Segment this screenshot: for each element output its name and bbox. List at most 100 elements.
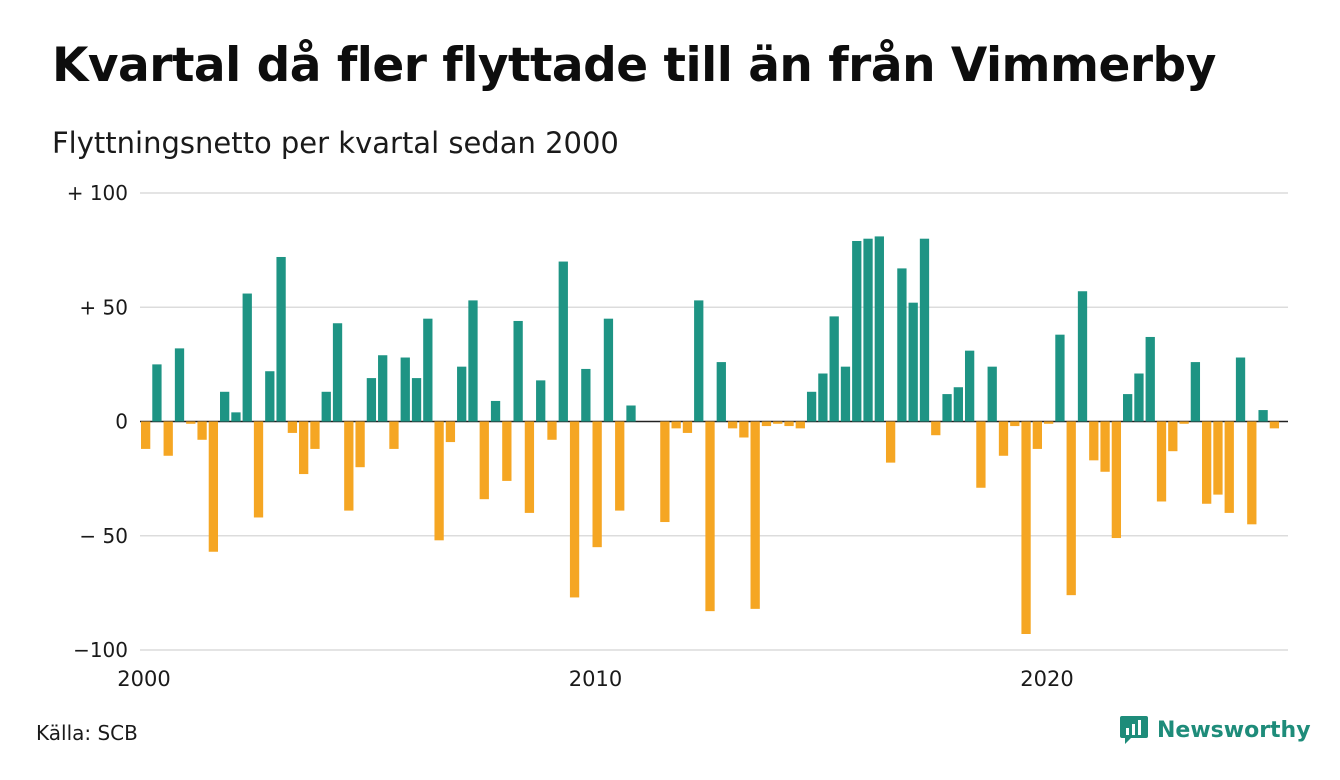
data-bar (615, 421, 625, 511)
data-bar (1145, 336, 1155, 422)
data-bar (840, 366, 851, 422)
data-bar (874, 236, 884, 422)
x-tick-label: 2000 (117, 667, 170, 691)
data-bar (299, 421, 309, 475)
data-bar (998, 421, 1009, 456)
data-bar (885, 421, 896, 463)
data-bar (186, 421, 196, 424)
data-bar (321, 391, 331, 422)
data-bar (400, 357, 410, 422)
data-bar (581, 368, 591, 422)
data-bar (524, 421, 535, 513)
data-bar (953, 387, 963, 422)
y-tick-label: + 100 (67, 181, 128, 205)
data-bar (445, 421, 456, 443)
data-bar (1066, 421, 1076, 596)
data-bar (716, 362, 726, 422)
data-bar (479, 421, 489, 500)
data-bar (660, 421, 670, 523)
data-bar (1055, 334, 1065, 422)
data-bar (694, 300, 704, 422)
x-tick-label: 2010 (569, 667, 622, 691)
data-bar (197, 421, 207, 440)
data-bar (242, 293, 252, 422)
data-bar (964, 350, 975, 422)
data-bar (174, 348, 185, 422)
data-bar (547, 421, 557, 440)
data-bar (908, 302, 918, 422)
data-bar (1213, 421, 1223, 495)
data-bar (220, 391, 230, 422)
data-bar (1247, 421, 1257, 525)
data-bar (829, 316, 839, 422)
data-bar (1235, 357, 1246, 422)
data-bar (761, 421, 772, 427)
data-bar (1123, 394, 1133, 422)
data-bar (739, 421, 749, 438)
newsworthy-logo-icon (1120, 716, 1148, 744)
data-bar (897, 268, 907, 422)
data-bar (231, 412, 241, 422)
data-bar (976, 421, 986, 488)
data-bar (592, 421, 602, 548)
data-bar (411, 378, 422, 422)
y-tick-label: −100 (73, 638, 128, 662)
data-bar (253, 421, 264, 518)
data-bar (1100, 421, 1110, 472)
data-bar (863, 238, 873, 422)
data-bar (332, 323, 343, 422)
bar-chart: + 100 + 50 0 − 50 −100 2000 2010 2020 (67, 181, 1288, 691)
data-bar (1179, 421, 1189, 424)
data-bar (1224, 421, 1234, 513)
data-bar (378, 355, 388, 422)
y-tick-label: + 50 (79, 295, 128, 319)
data-bar (208, 421, 219, 552)
data-bar (163, 421, 173, 456)
data-bar (1258, 410, 1268, 422)
data-bar (569, 421, 580, 598)
axis-labels: + 100 + 50 0 − 50 −100 2000 2010 2020 (67, 181, 1074, 691)
data-bar (603, 318, 614, 422)
data-bar (1032, 421, 1042, 449)
data-bar (434, 421, 444, 541)
data-bar (705, 421, 715, 612)
data-bar (502, 421, 512, 481)
data-bar (1134, 373, 1144, 422)
brand-logo: Newsworthy (1119, 714, 1311, 746)
data-bar (513, 320, 523, 422)
data-bar (1156, 421, 1167, 502)
data-bar (727, 421, 738, 429)
data-bar (784, 421, 794, 427)
data-bar (773, 421, 783, 424)
data-bar (355, 421, 365, 468)
data-bar (344, 421, 354, 511)
data-bar (1190, 362, 1201, 422)
data-bar (1021, 421, 1031, 634)
data-bar (1202, 421, 1212, 504)
y-tick-label: − 50 (79, 524, 128, 548)
data-bar (141, 421, 151, 449)
data-bar (1111, 421, 1122, 539)
data-bar (310, 421, 320, 449)
x-tick-label: 2020 (1020, 667, 1073, 691)
data-bar (931, 421, 941, 436)
data-bar (389, 421, 399, 449)
data-bar (457, 366, 467, 422)
data-bar (287, 421, 298, 433)
chart-subtitle: Flyttningsnetto per kvartal sedan 2000 (52, 126, 619, 160)
bar-series (141, 236, 1280, 634)
data-bar (818, 373, 828, 422)
brand-name: Newsworthy (1157, 717, 1311, 743)
y-tick-label: 0 (115, 410, 128, 434)
data-bar (626, 405, 636, 422)
chart-title: Kvartal då fler flyttade till än från Vi… (52, 38, 1216, 93)
data-bar (1269, 421, 1280, 429)
data-bar (806, 391, 817, 422)
data-bar (276, 256, 286, 422)
data-bar (852, 240, 862, 422)
data-bar (919, 238, 930, 422)
data-bar (987, 366, 997, 422)
data-bar (366, 378, 377, 422)
data-bar (942, 394, 952, 422)
data-bar (468, 300, 478, 422)
